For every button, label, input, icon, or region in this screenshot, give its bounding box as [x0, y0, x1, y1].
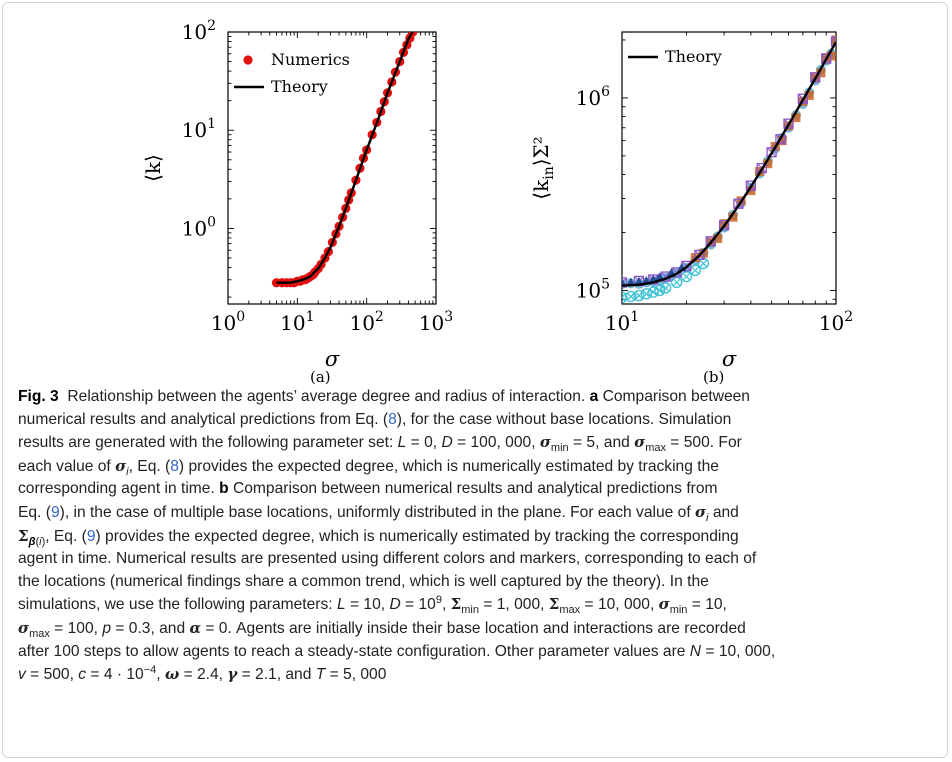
location-2-point	[804, 90, 814, 100]
x-tick-label: 101	[605, 309, 639, 335]
figure-caption: Fig. 3 Relationship between the agents’ …	[18, 386, 934, 687]
caption-b-start: Comparison between numerical results and…	[233, 480, 718, 498]
location-4-point	[653, 284, 666, 297]
location-3-point	[733, 198, 744, 209]
location-3-point	[783, 118, 794, 129]
location-2-point	[763, 159, 773, 169]
x-tick-label: 101	[280, 309, 314, 335]
location-2-point	[719, 219, 729, 229]
location-3-point	[694, 249, 705, 261]
chart-b: 101 102 105 106 σ ⟨kin⟩Σ² Theory	[529, 31, 853, 371]
x-tick-label: 102	[819, 309, 853, 335]
subfig-label-a: (a)	[310, 368, 331, 386]
legend-theory-label: Theory	[271, 77, 328, 96]
location-2-point	[728, 212, 738, 222]
fig-label: Fig. 3	[18, 388, 59, 405]
caption-line-6: Eq. (9), in the case of multiple base lo…	[18, 502, 739, 525]
part-a-label: a	[589, 388, 599, 405]
theory-line	[276, 32, 414, 284]
location-3-point	[797, 93, 809, 104]
caption-line-4: each value of σi, Eq. (8) provides the e…	[18, 456, 719, 478]
location-5-point	[634, 276, 644, 286]
caption-line-3: results are generated with the following…	[18, 433, 742, 455]
theory-line	[622, 41, 836, 287]
x-tick-label: 102	[349, 309, 383, 335]
x-axis-label: σ	[722, 347, 737, 371]
y-tick-label: 106	[576, 84, 610, 110]
caption-a-start: Comparison between	[602, 388, 750, 405]
location-4-point-cross	[672, 278, 681, 287]
location-3-point-cross	[831, 36, 836, 47]
location-2-point	[791, 113, 801, 123]
location-3-point	[775, 134, 786, 145]
subfig-label-b: (b)	[703, 368, 725, 386]
legend-numerics-marker	[243, 55, 253, 65]
x-tick-label: 100	[211, 309, 245, 335]
caption-a-end: corresponding agent in time.	[18, 480, 215, 498]
caption-line-12: after 100 steps to allow agents to reach…	[18, 642, 776, 660]
location-4-point-cross	[655, 286, 664, 295]
caption-line-11: σmax = 100, p = 0.3, and α = 0. Agents a…	[18, 618, 746, 641]
plot-area	[271, 23, 420, 288]
location-4-point	[622, 291, 628, 304]
location-5-point	[626, 277, 636, 286]
caption-line-13: v = 500, c = 4 · 10−4, ω = 2.4, γ = 2.1,…	[18, 663, 387, 684]
location-2-point	[713, 234, 723, 244]
numerics-point	[411, 23, 420, 32]
caption-line-9: the locations (numerical findings share …	[18, 572, 709, 590]
caption-line-8: agent in time. Numerical results are pre…	[18, 550, 757, 568]
y-axis-label: ⟨kin⟩Σ²	[529, 136, 557, 199]
legend-theory-label: Theory	[665, 47, 722, 66]
location-3-point	[810, 72, 821, 83]
caption-line-5: corresponding agent in time. b Compariso…	[18, 478, 934, 501]
location-3-point	[821, 53, 832, 64]
y-tick-label: 100	[182, 214, 216, 240]
y-axis-label: ⟨k⟩	[141, 154, 165, 182]
x-axis-label: σ	[325, 347, 340, 371]
location-4-point-cross	[691, 266, 700, 275]
caption-line-2: numerical results and analytical predict…	[18, 410, 732, 428]
plot-frame	[227, 31, 437, 305]
location-3-point	[766, 147, 777, 158]
y-tick-label: 101	[182, 116, 216, 142]
location-4-point-cross	[622, 293, 626, 302]
location-4-point-cross	[699, 259, 708, 268]
location-4-point-cross	[661, 283, 670, 292]
y-tick-label: 105	[576, 276, 610, 302]
location-3-point	[745, 180, 756, 191]
location-4-point	[625, 290, 637, 303]
caption-line-10: simulations, we use the following parame…	[18, 594, 727, 617]
plot-area	[622, 35, 836, 304]
y-tick-label: 102	[182, 18, 216, 44]
plot-frame	[621, 31, 837, 305]
location-3-point	[756, 162, 767, 174]
legend-numerics-label: Numerics	[271, 50, 350, 69]
location-4-point-cross	[626, 292, 635, 301]
location-4-point-cross	[649, 288, 658, 297]
part-b-label: b	[219, 480, 229, 498]
caption-line-1: Fig. 3 Relationship between the agents’ …	[18, 386, 934, 409]
location-3-point	[622, 277, 628, 288]
location-4-point-cross	[682, 272, 691, 281]
location-3-point	[718, 220, 730, 231]
location-2-point	[816, 68, 826, 78]
caption-title: Relationship between the agents’ average…	[67, 388, 586, 405]
caption-line-7: Σβ(i), Eq. (9) provides the expected deg…	[18, 526, 739, 548]
location-3-point	[705, 236, 716, 247]
location-3-point	[830, 36, 836, 47]
